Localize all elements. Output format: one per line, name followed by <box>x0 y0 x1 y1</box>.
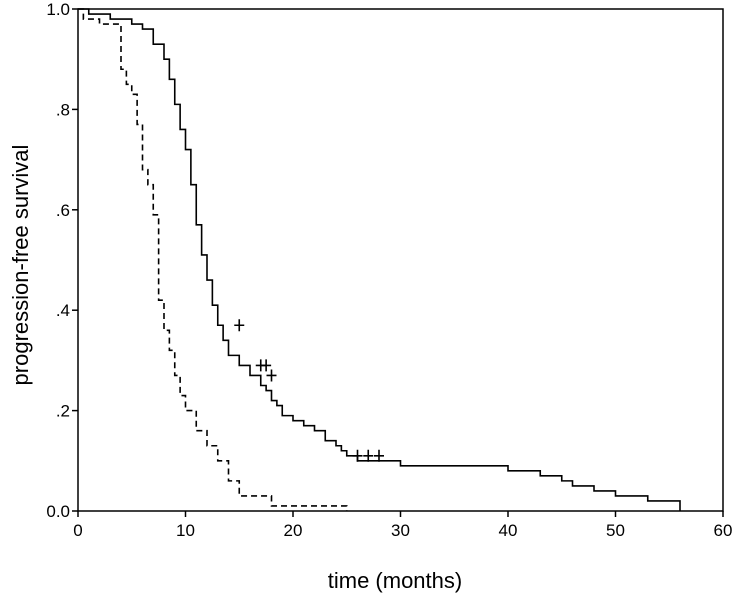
x-axis-ticks: 0 10 20 30 40 50 60 <box>73 511 732 540</box>
censor-marks <box>234 319 384 462</box>
censor-mark <box>234 319 245 332</box>
y-tick-label: 0.0 <box>46 502 70 521</box>
y-tick-label: .8 <box>56 100 70 119</box>
x-tick-label: 30 <box>391 521 410 540</box>
x-tick-label: 60 <box>714 521 733 540</box>
series-layer <box>78 8 681 511</box>
dashed-survival-curve <box>78 8 348 511</box>
y-axis-title: progression-free survival <box>8 144 33 386</box>
y-tick-label: .2 <box>56 402 70 421</box>
x-tick-label: 50 <box>606 521 625 540</box>
censor-mark <box>261 359 272 372</box>
y-tick-label: 1.0 <box>46 0 70 19</box>
x-tick-label: 40 <box>499 521 518 540</box>
x-axis-title: time (months) <box>327 568 463 593</box>
x-tick-label: 0 <box>73 521 82 540</box>
censor-mark <box>352 449 363 462</box>
censor-mark <box>363 449 374 462</box>
x-tick-label: 10 <box>176 521 195 540</box>
y-axis-ticks: 0.0 .2 .4 .6 .8 1.0 <box>46 0 78 521</box>
y-tick-label: .4 <box>56 301 70 320</box>
y-tick-label: .6 <box>56 201 70 220</box>
solid-survival-curve <box>78 8 681 511</box>
censor-mark <box>266 369 277 382</box>
censor-mark <box>374 449 384 462</box>
x-tick-label: 20 <box>284 521 303 540</box>
